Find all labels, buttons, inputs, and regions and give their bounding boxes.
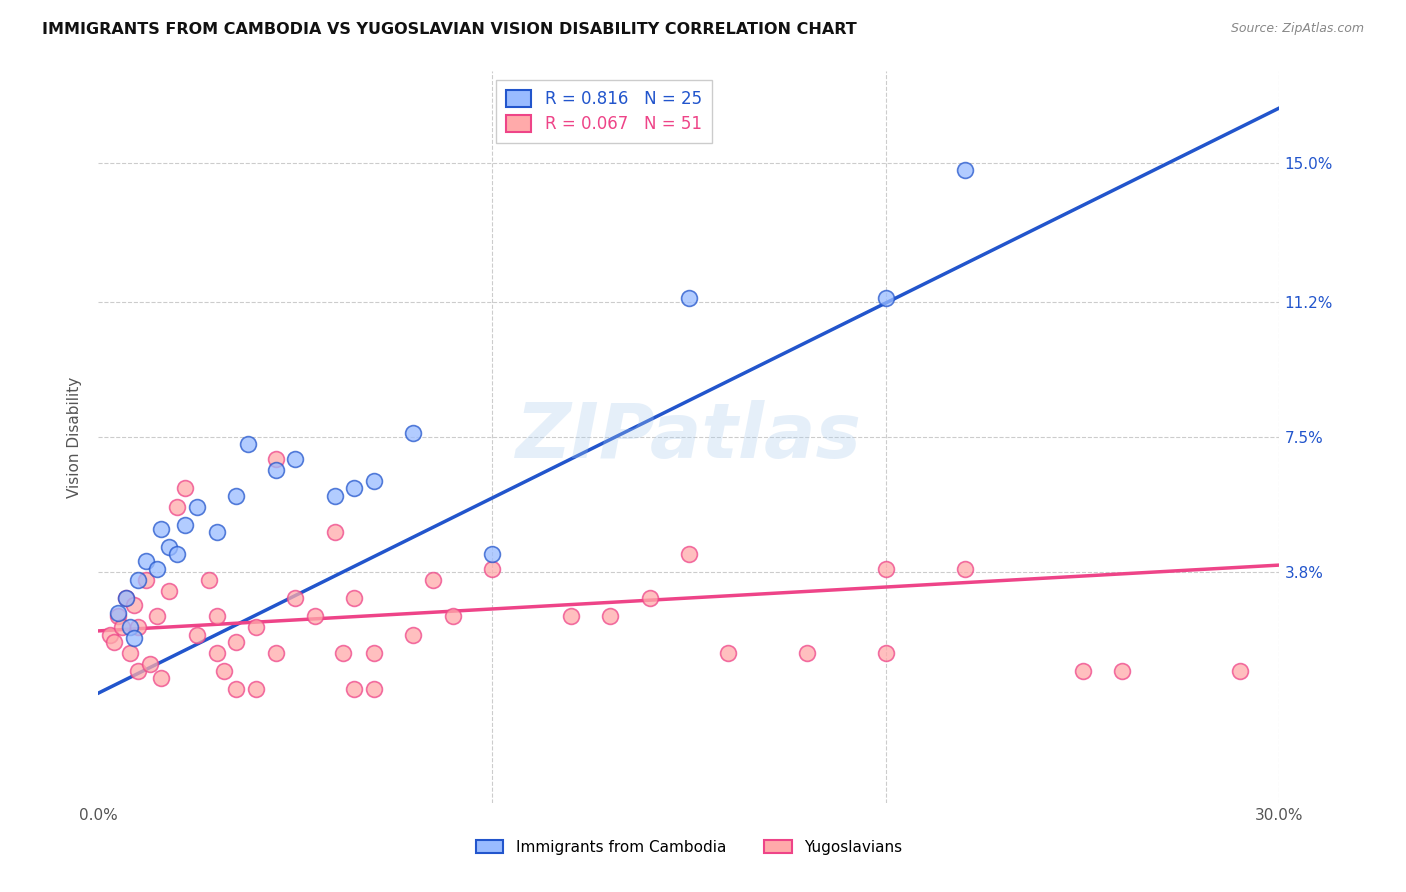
Point — [186, 500, 208, 514]
Point — [122, 599, 145, 613]
Point — [118, 620, 141, 634]
Point — [343, 481, 366, 495]
Point — [122, 632, 145, 646]
Point — [107, 606, 129, 620]
Point — [332, 646, 354, 660]
Point — [717, 646, 740, 660]
Point — [363, 682, 385, 697]
Text: Source: ZipAtlas.com: Source: ZipAtlas.com — [1230, 22, 1364, 36]
Point — [875, 646, 897, 660]
Point — [402, 426, 425, 441]
Point — [135, 573, 157, 587]
Point — [953, 163, 976, 178]
Point — [245, 682, 267, 697]
Y-axis label: Vision Disability: Vision Disability — [67, 376, 83, 498]
Point — [146, 609, 169, 624]
Point — [225, 635, 247, 649]
Point — [98, 627, 121, 641]
Point — [638, 591, 661, 605]
Point — [343, 591, 366, 605]
Point — [441, 609, 464, 624]
Point — [363, 474, 385, 488]
Point — [678, 547, 700, 561]
Point — [1229, 664, 1251, 678]
Point — [264, 646, 287, 660]
Point — [111, 620, 134, 634]
Point — [127, 664, 149, 678]
Point — [1111, 664, 1133, 678]
Point — [236, 437, 259, 451]
Text: ZIPatlas: ZIPatlas — [516, 401, 862, 474]
Point — [118, 646, 141, 660]
Point — [304, 609, 326, 624]
Point — [599, 609, 621, 624]
Point — [205, 646, 228, 660]
Point — [225, 489, 247, 503]
Point — [157, 540, 180, 554]
Point — [343, 682, 366, 697]
Point — [323, 489, 346, 503]
Point — [284, 591, 307, 605]
Point — [214, 664, 236, 678]
Point — [135, 554, 157, 568]
Text: IMMIGRANTS FROM CAMBODIA VS YUGOSLAVIAN VISION DISABILITY CORRELATION CHART: IMMIGRANTS FROM CAMBODIA VS YUGOSLAVIAN … — [42, 22, 856, 37]
Point — [363, 646, 385, 660]
Point — [127, 620, 149, 634]
Point — [422, 573, 444, 587]
Point — [157, 583, 180, 598]
Point — [560, 609, 582, 624]
Point — [481, 562, 503, 576]
Point — [166, 547, 188, 561]
Point — [264, 452, 287, 467]
Point — [115, 591, 138, 605]
Point — [1071, 664, 1094, 678]
Point — [174, 517, 197, 532]
Point — [875, 291, 897, 305]
Point — [115, 591, 138, 605]
Point — [103, 635, 125, 649]
Point — [225, 682, 247, 697]
Point — [205, 609, 228, 624]
Point — [150, 521, 173, 535]
Point — [186, 627, 208, 641]
Point — [402, 627, 425, 641]
Point — [146, 562, 169, 576]
Point — [796, 646, 818, 660]
Legend: Immigrants from Cambodia, Yugoslavians: Immigrants from Cambodia, Yugoslavians — [470, 834, 908, 861]
Point — [127, 573, 149, 587]
Point — [323, 525, 346, 540]
Point — [166, 500, 188, 514]
Point — [197, 573, 219, 587]
Point — [174, 481, 197, 495]
Point — [205, 525, 228, 540]
Point — [107, 609, 129, 624]
Point — [481, 547, 503, 561]
Point — [875, 562, 897, 576]
Point — [284, 452, 307, 467]
Point — [245, 620, 267, 634]
Point — [264, 463, 287, 477]
Point — [953, 562, 976, 576]
Point — [150, 672, 173, 686]
Point — [138, 657, 160, 671]
Point — [678, 291, 700, 305]
